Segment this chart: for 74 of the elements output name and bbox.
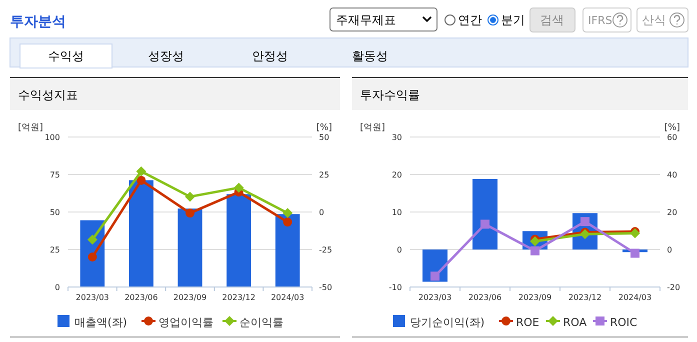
x-tick-label: 2023/03: [76, 293, 110, 302]
chart-title: 투자수익률: [360, 88, 420, 102]
bar: [472, 179, 498, 250]
text: 분기: [501, 13, 525, 27]
legend-label: ROIC: [610, 316, 638, 329]
point: [580, 217, 590, 226]
x-tick-label: 2023/06: [124, 293, 158, 302]
point: [234, 182, 244, 193]
bar: [275, 214, 300, 287]
y-tick-label: 50: [50, 208, 60, 217]
x-tick-label: 2023/06: [468, 293, 502, 302]
x-tick-label: 2023/09: [173, 293, 207, 302]
point: [185, 192, 195, 202]
point: [88, 252, 97, 262]
text: 연간: [458, 13, 482, 27]
y2-tick-label: 0: [667, 246, 672, 254]
y-tick-label: 100: [44, 133, 60, 142]
y2-tick-label: 40: [667, 170, 678, 180]
legend-label: 당기순이익(좌): [410, 316, 485, 329]
point: [430, 272, 440, 281]
legend-label: 순이익률: [240, 316, 284, 329]
x-tick-label: 2023/12: [568, 293, 602, 302]
y-axis-title: [억원]: [360, 123, 386, 133]
bar: [129, 180, 154, 287]
text: 수익성: [48, 49, 84, 63]
text: 산식: [642, 13, 666, 27]
legend-label: ROA: [563, 316, 588, 329]
point: [87, 234, 98, 245]
text: 활동성: [352, 49, 388, 63]
point: [282, 208, 293, 218]
legend-label: 영업이익률: [158, 316, 214, 329]
point: [530, 246, 540, 256]
y2-tick-label: -50: [319, 283, 332, 292]
text: 검색: [540, 13, 564, 27]
y-axis-title: [억원]: [18, 123, 44, 133]
y2-tick-label: 25: [319, 170, 330, 180]
text: IFRS: [588, 14, 612, 27]
legend-label: ROE: [516, 316, 540, 329]
y2-tick-label: 0: [319, 208, 324, 217]
x-tick-label: 2023/12: [222, 293, 256, 302]
y-tick-label: 0: [54, 283, 60, 292]
text: 투자분석: [10, 14, 66, 30]
y-tick-label: 0: [396, 246, 402, 254]
y-tick-label: 30: [392, 133, 402, 142]
text: 주재무제표: [336, 13, 396, 27]
point: [630, 228, 640, 238]
text: 안정성: [252, 49, 288, 63]
y2-tick-label: 60: [667, 133, 678, 142]
legend-label: 매출액(좌): [74, 316, 128, 329]
y2-tick-label: -20: [667, 283, 680, 292]
point: [136, 166, 146, 176]
y2-axis-title: [%]: [664, 123, 680, 133]
y-tick-label: 25: [50, 246, 60, 254]
text: 성장성: [148, 49, 184, 63]
y2-axis-title: [%]: [316, 123, 332, 133]
y-tick-label: 10: [392, 208, 402, 217]
x-tick-label: 2024/03: [270, 293, 304, 302]
x-tick-label: 2023/03: [418, 293, 452, 302]
point: [283, 218, 292, 227]
point: [136, 176, 146, 185]
y-tick-label: -10: [388, 283, 402, 292]
point: [186, 208, 194, 218]
bar: [226, 194, 251, 287]
y2-tick-label: -25: [319, 246, 332, 254]
y-tick-label: 75: [50, 170, 60, 180]
chart-title: 수익성지표: [18, 88, 78, 102]
y2-tick-label: 50: [319, 133, 330, 142]
point: [630, 248, 640, 258]
point: [480, 220, 490, 229]
y-tick-label: 20: [392, 170, 402, 180]
bar: [178, 208, 202, 287]
x-tick-label: 2024/03: [618, 293, 652, 302]
y2-tick-label: 20: [667, 208, 678, 217]
x-tick-label: 2023/09: [518, 293, 552, 302]
